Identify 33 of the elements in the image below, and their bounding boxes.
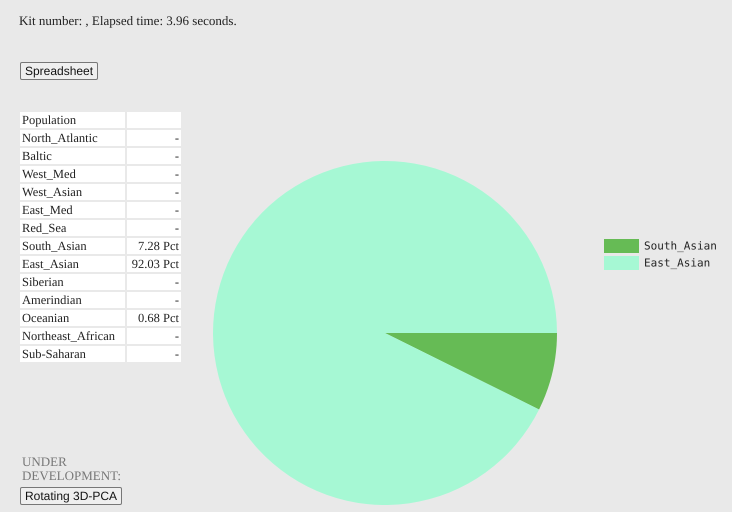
category-label: Amerindian: [20, 292, 125, 308]
category-label: Oceanian: [20, 310, 125, 326]
text: -: [174, 167, 179, 181]
text: -: [174, 185, 179, 199]
text: -: [174, 275, 179, 289]
category-label: Siberian: [20, 274, 125, 290]
category-label: Northeast_African: [20, 328, 125, 344]
text: -: [174, 347, 179, 361]
text: 0.68 Pct: [138, 311, 179, 325]
text: -: [174, 149, 179, 163]
text: -: [174, 329, 179, 343]
text: Kit number: , Elapsed time: 3.96 seconds.: [19, 13, 237, 29]
category-label: Red_Sea: [20, 220, 125, 236]
text: -: [174, 293, 179, 307]
text: UNDER DEVELOPMENT:: [22, 454, 122, 483]
category-label: East_Asian: [20, 256, 125, 272]
category-label: Sub-Saharan: [20, 346, 125, 362]
category-label: South_Asian: [20, 238, 125, 254]
category-label: Baltic: [20, 148, 125, 164]
text: -: [174, 203, 179, 217]
text: 92.03 Pct: [132, 257, 179, 271]
category-label: West_Med: [20, 166, 125, 182]
text: Rotating 3D-PCA: [20, 487, 122, 505]
text: 7.28 Pct: [138, 239, 179, 253]
legend-label: South_Asian: [644, 240, 717, 252]
category-label: North_Atlantic: [20, 130, 125, 146]
text: -: [174, 221, 179, 235]
category-label: East_Med: [20, 202, 125, 218]
text: Spreadsheet: [20, 62, 98, 80]
category-label: West_Asian: [20, 184, 125, 200]
text: Population: [20, 112, 125, 128]
legend-label: East_Asian: [644, 256, 710, 270]
text: -: [174, 131, 179, 145]
